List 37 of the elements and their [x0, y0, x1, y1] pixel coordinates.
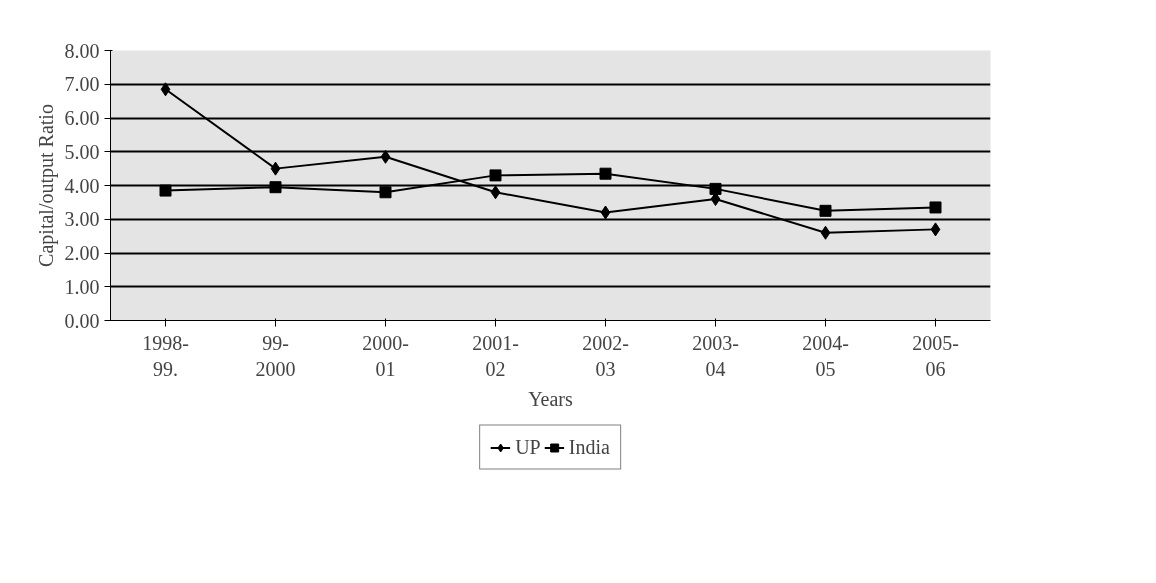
x-tick-label: 2003- 04	[692, 331, 739, 380]
y-tick-label: 7.00	[64, 73, 100, 96]
x-tick-label: 2001- 02	[472, 331, 519, 380]
point	[709, 182, 722, 195]
point	[489, 169, 502, 182]
point	[269, 181, 282, 194]
y-axis-title: Capital/output Ratio	[34, 104, 58, 267]
point	[490, 185, 501, 200]
point	[599, 167, 612, 180]
point	[160, 82, 171, 97]
y-tick-label: 2.00	[64, 242, 100, 264]
point	[270, 161, 281, 176]
x-tick-label: 2004- 05	[802, 331, 849, 380]
point	[930, 222, 941, 237]
x-tick-label: 99- 2000	[255, 331, 296, 380]
x-tick-label: 1998- 99.	[142, 331, 189, 380]
y-tick-label: 3.00	[64, 208, 100, 231]
point	[710, 192, 721, 206]
point	[929, 201, 942, 214]
y-tick-label: 4.00	[64, 174, 100, 197]
x-tick-label: 2005- 06	[912, 331, 959, 380]
y-tick-label: 8.00	[64, 39, 100, 62]
point	[819, 204, 832, 217]
point	[820, 225, 831, 240]
y-tick-label: 1.00	[64, 275, 100, 298]
point	[159, 184, 172, 197]
legend-label: India	[568, 435, 610, 459]
x-axis-title: Years	[528, 387, 574, 410]
point	[379, 186, 392, 199]
y-tick-label: 6.00	[64, 107, 100, 129]
point	[380, 149, 391, 164]
x-tick-label: 2000- 01	[362, 331, 409, 380]
legend-label: UP	[515, 435, 541, 459]
x-tick-label: 2002- 03	[582, 331, 629, 380]
y-tick-label: 5.00	[64, 140, 100, 163]
y-tick-label: 0.00	[64, 309, 100, 332]
point	[600, 205, 611, 220]
